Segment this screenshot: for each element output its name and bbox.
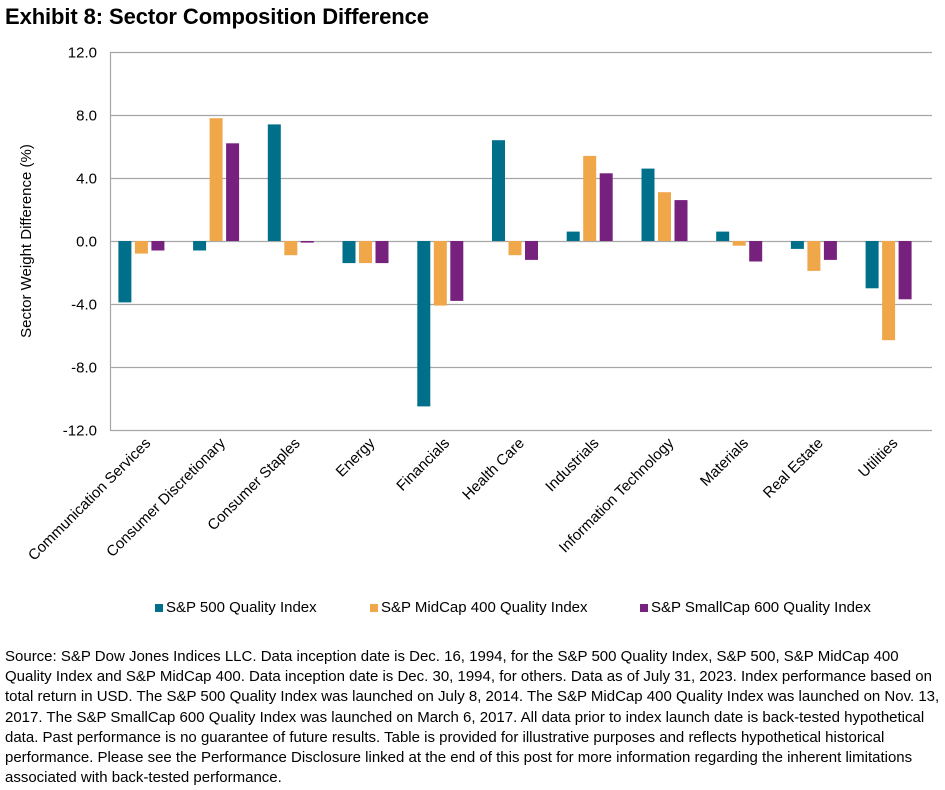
legend-item: S&P SmallCap 600 Quality Index bbox=[640, 599, 871, 616]
legend-swatch-icon bbox=[155, 603, 163, 612]
x-category-label: Materials bbox=[697, 435, 752, 490]
x-category-label: Communication Services bbox=[25, 435, 154, 564]
legend-swatch-icon bbox=[640, 603, 648, 612]
x-category-label: Energy bbox=[333, 434, 379, 480]
bar-s-p-500-quality-index-utilities bbox=[865, 241, 879, 289]
bar-s-p-smallcap-600-quality-index-materials bbox=[749, 241, 763, 262]
bar-s-p-smallcap-600-quality-index-consumer-discretionary bbox=[226, 143, 240, 241]
y-axis-title: Sector Weight Difference (%) bbox=[18, 144, 35, 338]
bar-s-p-midcap-400-quality-index-energy bbox=[359, 241, 372, 264]
legend-item: S&P MidCap 400 Quality Index bbox=[370, 599, 588, 616]
bar-s-p-midcap-400-quality-index-consumer-staples bbox=[284, 241, 298, 256]
bar-s-p-smallcap-600-quality-index-information-technology bbox=[674, 200, 688, 241]
bar-s-p-midcap-400-quality-index-industrials bbox=[583, 155, 597, 241]
bar-s-p-smallcap-600-quality-index-communication-services bbox=[151, 241, 165, 251]
bar-s-p-500-quality-index-consumer-staples bbox=[267, 124, 281, 241]
x-category-label: Financials bbox=[393, 435, 453, 495]
bar-s-p-smallcap-600-quality-index-health-care bbox=[525, 241, 538, 260]
bar-s-p-smallcap-600-quality-index-consumer-staples bbox=[300, 241, 314, 243]
y-tick-label: 8.0 bbox=[76, 108, 97, 125]
y-tick-label: 0.0 bbox=[76, 234, 97, 251]
bar-s-p-smallcap-600-quality-index-real-estate bbox=[823, 241, 837, 260]
bar-s-p-midcap-400-quality-index-information-technology bbox=[658, 192, 671, 241]
x-category-label: Industrials bbox=[542, 435, 602, 495]
bar-s-p-midcap-400-quality-index-materials bbox=[732, 241, 746, 246]
y-tick-label: -4.0 bbox=[71, 297, 97, 314]
legend-label: S&P 500 Quality Index bbox=[166, 599, 317, 616]
chart-title: Exhibit 8: Sector Composition Difference bbox=[5, 4, 429, 29]
bar-s-p-smallcap-600-quality-index-industrials bbox=[599, 173, 613, 241]
x-category-label: Health Care bbox=[459, 435, 528, 504]
y-tick-label: -12.0 bbox=[63, 423, 97, 440]
bar-s-p-500-quality-index-industrials bbox=[566, 231, 580, 241]
bar-s-p-500-quality-index-consumer-discretionary bbox=[193, 241, 207, 251]
legend-label: S&P SmallCap 600 Quality Index bbox=[651, 599, 871, 616]
x-category-label: Utilities bbox=[855, 435, 901, 481]
bar-s-p-500-quality-index-energy bbox=[342, 241, 356, 264]
legend-swatch-icon bbox=[370, 603, 378, 612]
bars bbox=[118, 118, 912, 407]
bar-s-p-500-quality-index-materials bbox=[716, 231, 730, 241]
gridlines bbox=[109, 51, 932, 432]
bar-s-p-smallcap-600-quality-index-financials bbox=[450, 241, 464, 301]
y-axis-ticks: 12.0 8.0 4.0 0.0 -4.0 -8.0 -12.0 bbox=[63, 45, 97, 440]
bar-s-p-smallcap-600-quality-index-energy bbox=[375, 241, 389, 264]
bar-s-p-midcap-400-quality-index-financials bbox=[433, 241, 447, 306]
x-category-label: Real Estate bbox=[760, 435, 827, 502]
bar-s-p-midcap-400-quality-index-utilities bbox=[882, 241, 896, 341]
y-tick-label: 12.0 bbox=[68, 45, 97, 62]
source-footnote: Source: S&P Dow Jones Indices LLC. Data … bbox=[5, 648, 940, 787]
x-category-label: Consumer Discretionary bbox=[103, 434, 229, 560]
y-tick-label: -8.0 bbox=[71, 360, 97, 377]
y-tick-label: 4.0 bbox=[76, 171, 97, 188]
bar-s-p-midcap-400-quality-index-consumer-discretionary bbox=[209, 118, 223, 241]
bar-s-p-midcap-400-quality-index-real-estate bbox=[807, 241, 821, 271]
bar-s-p-smallcap-600-quality-index-utilities bbox=[898, 241, 912, 300]
bar-s-p-500-quality-index-information-technology bbox=[641, 168, 655, 241]
legend-label: S&P MidCap 400 Quality Index bbox=[381, 599, 588, 616]
bar-s-p-500-quality-index-health-care bbox=[492, 140, 505, 241]
bar-chart: 12.0 8.0 4.0 0.0 -4.0 -8.0 -12.0 Communication… bbox=[18, 45, 932, 564]
bar-s-p-midcap-400-quality-index-health-care bbox=[508, 241, 522, 256]
legend-item: S&P 500 Quality Index bbox=[155, 599, 317, 616]
bar-s-p-500-quality-index-financials bbox=[417, 241, 431, 407]
bar-s-p-midcap-400-quality-index-communication-services bbox=[134, 241, 148, 254]
bar-s-p-500-quality-index-real-estate bbox=[790, 241, 804, 249]
bar-s-p-500-quality-index-communication-services bbox=[118, 241, 132, 303]
legend: S&P 500 Quality Index S&P MidCap 400 Qual… bbox=[0, 599, 945, 621]
